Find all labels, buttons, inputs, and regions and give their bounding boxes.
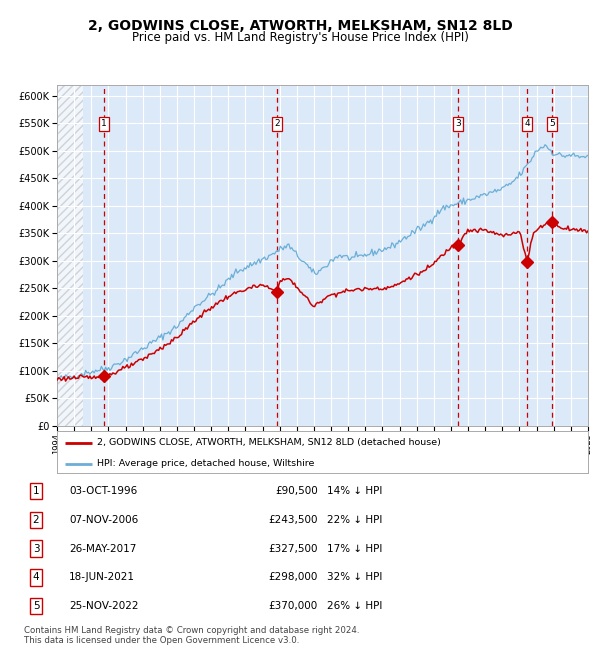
Bar (57, 84, 83, 426)
Text: 25-NOV-2022: 25-NOV-2022 (69, 601, 139, 611)
Text: £243,500: £243,500 (269, 515, 318, 525)
Text: Price paid vs. HM Land Registry's House Price Index (HPI): Price paid vs. HM Land Registry's House … (131, 31, 469, 44)
Text: 32% ↓ HPI: 32% ↓ HPI (327, 573, 382, 582)
Text: 26-MAY-2017: 26-MAY-2017 (69, 543, 136, 554)
Text: HPI: Average price, detached house, Wiltshire: HPI: Average price, detached house, Wilt… (97, 460, 314, 469)
Text: 5: 5 (32, 601, 40, 611)
Text: 1: 1 (32, 486, 40, 496)
Text: £298,000: £298,000 (269, 573, 318, 582)
Text: 07-NOV-2006: 07-NOV-2006 (69, 515, 138, 525)
Text: 4: 4 (32, 573, 40, 582)
Text: 2, GODWINS CLOSE, ATWORTH, MELKSHAM, SN12 8LD (detached house): 2, GODWINS CLOSE, ATWORTH, MELKSHAM, SN1… (97, 438, 440, 447)
Text: Contains HM Land Registry data © Crown copyright and database right 2024.: Contains HM Land Registry data © Crown c… (24, 626, 359, 635)
Text: 2: 2 (32, 515, 40, 525)
Text: 2, GODWINS CLOSE, ATWORTH, MELKSHAM, SN12 8LD: 2, GODWINS CLOSE, ATWORTH, MELKSHAM, SN1… (88, 19, 512, 33)
Text: 03-OCT-1996: 03-OCT-1996 (69, 486, 137, 496)
Text: 14% ↓ HPI: 14% ↓ HPI (327, 486, 382, 496)
Text: 26% ↓ HPI: 26% ↓ HPI (327, 601, 382, 611)
Text: 1: 1 (101, 119, 107, 128)
Text: 22% ↓ HPI: 22% ↓ HPI (327, 515, 382, 525)
Text: This data is licensed under the Open Government Licence v3.0.: This data is licensed under the Open Gov… (24, 636, 299, 645)
Text: 2: 2 (274, 119, 280, 128)
Text: 4: 4 (524, 119, 530, 128)
Text: £370,000: £370,000 (269, 601, 318, 611)
Text: 3: 3 (455, 119, 461, 128)
Text: 3: 3 (32, 543, 40, 554)
Text: 18-JUN-2021: 18-JUN-2021 (69, 573, 135, 582)
Text: £327,500: £327,500 (269, 543, 318, 554)
Text: 5: 5 (549, 119, 555, 128)
Text: £90,500: £90,500 (275, 486, 318, 496)
Text: 17% ↓ HPI: 17% ↓ HPI (327, 543, 382, 554)
